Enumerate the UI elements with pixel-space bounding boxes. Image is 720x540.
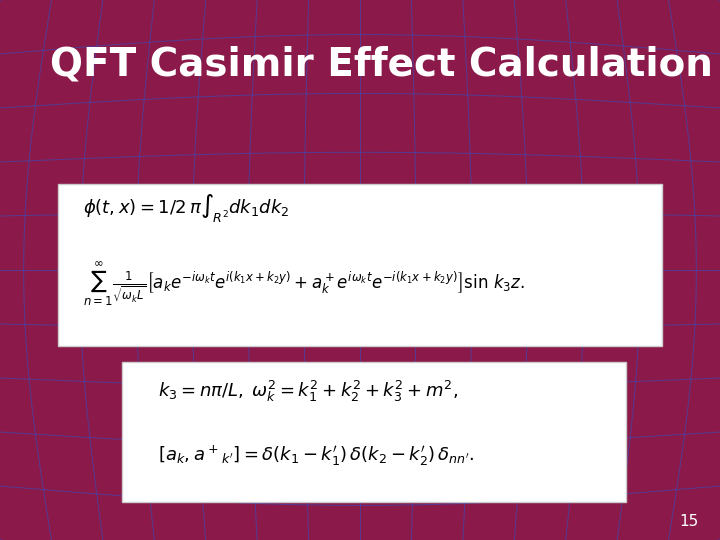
Text: QFT Casimir Effect Calculation: QFT Casimir Effect Calculation (50, 46, 714, 84)
Text: $\phi(t,x) = 1/2\,\pi \int_{R^2} dk_1 dk_2$: $\phi(t,x) = 1/2\,\pi \int_{R^2} dk_1 dk… (83, 192, 289, 224)
Text: $\sum_{n=1}^{\infty} \frac{1}{\sqrt{\omega_k L}}\left[a_k e^{-i\omega_k t} e^{i(: $\sum_{n=1}^{\infty} \frac{1}{\sqrt{\ome… (83, 259, 525, 308)
FancyBboxPatch shape (58, 184, 662, 346)
FancyBboxPatch shape (122, 362, 626, 502)
Text: $k_3 = n\pi/L,\; \omega_k^2 = k_1^2 + k_2^2 + k_3^2 + m^2,$: $k_3 = n\pi/L,\; \omega_k^2 = k_1^2 + k_… (158, 379, 459, 404)
Text: 15: 15 (679, 514, 698, 529)
Text: $\left[a_k, a^+{}_{k'}\right] = \delta(k_1 - k_1')\,\delta(k_2 - k_2')\,\delta_{: $\left[a_k, a^+{}_{k'}\right] = \delta(k… (158, 444, 474, 468)
